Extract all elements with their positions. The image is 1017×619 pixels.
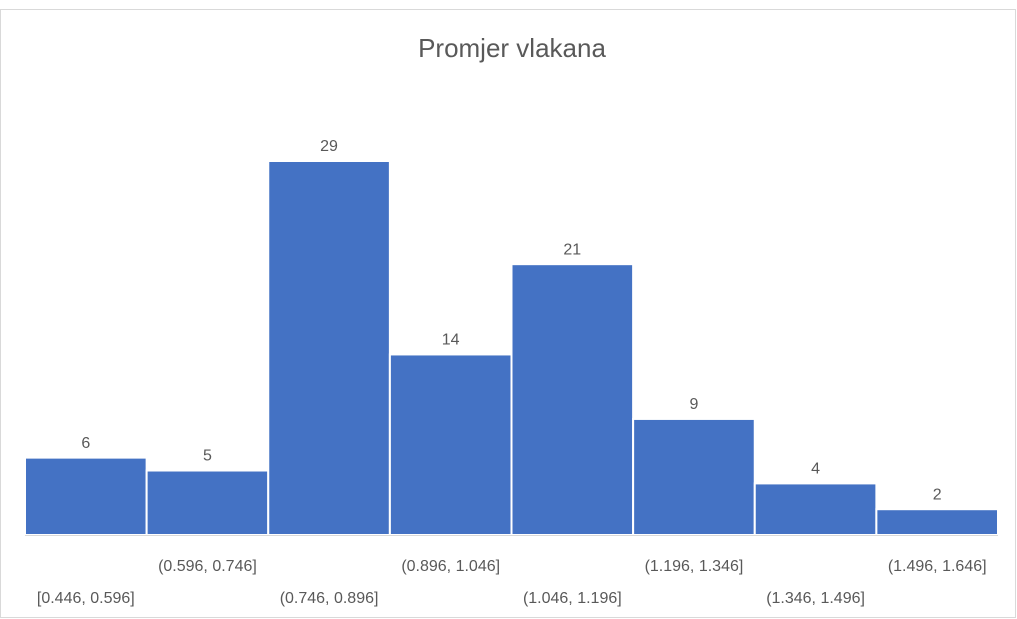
bar [388, 353, 513, 536]
x-tick-label: (1.196, 1.346] [645, 558, 744, 575]
x-tick-label: (0.596, 0.746] [158, 558, 257, 575]
x-tick-label: [0.446, 0.596] [37, 590, 135, 607]
bar [632, 417, 756, 536]
bar [145, 469, 270, 536]
bar [875, 508, 999, 537]
bar [24, 456, 148, 537]
data-label: 21 [563, 241, 581, 258]
bar [753, 482, 878, 536]
x-tick-label: (1.496, 1.646] [888, 558, 987, 575]
data-label: 5 [203, 448, 212, 465]
x-tick-label: (0.746, 0.896] [280, 590, 379, 607]
data-label: 9 [689, 396, 698, 413]
data-label: 2 [933, 486, 942, 503]
bar [267, 160, 391, 536]
chart-title: Promjer vlakana [418, 33, 606, 63]
x-tick-label: (0.896, 1.046] [401, 558, 500, 575]
data-label: 29 [320, 138, 338, 155]
bar [510, 263, 635, 536]
x-tick-label: (1.046, 1.196] [523, 590, 622, 607]
data-label: 14 [442, 332, 460, 349]
data-label: 4 [811, 461, 820, 478]
data-label: 6 [81, 435, 90, 452]
x-tick-label: (1.346, 1.496] [766, 590, 865, 607]
